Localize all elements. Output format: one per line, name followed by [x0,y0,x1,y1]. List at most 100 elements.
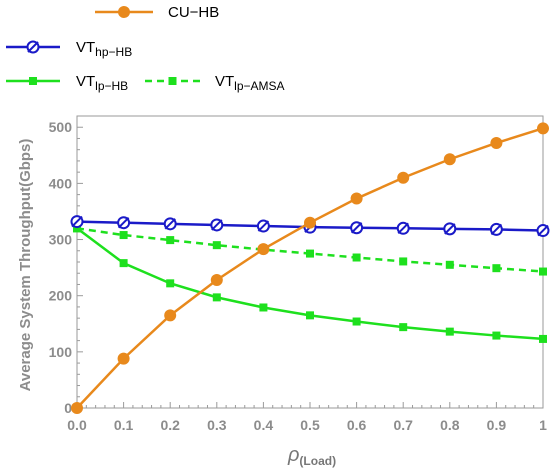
data-point [71,402,83,414]
x-axis-title-symbol: ρ [287,444,299,466]
data-point-slash [397,222,409,235]
data-point-slash [211,219,223,231]
legend-entry: CU−HB [95,4,219,21]
data-point [539,267,547,276]
legend-swatch-marker-slash [27,41,39,53]
data-point [492,331,501,340]
y-tick-label: 400 [49,175,73,191]
x-tick-label: 1 [539,417,547,433]
legend-label-main: VT [76,39,95,56]
data-point [306,311,314,320]
data-point-slash [164,218,176,230]
data-point [397,171,410,184]
legend-label: VThp−HB [76,39,132,59]
legend-label: CU−HB [168,4,219,21]
legend-swatch-marker [29,77,37,85]
legend-label-sub: hp−HB [95,45,132,59]
x-tick-label: 0.5 [300,417,320,433]
data-point [259,303,268,312]
data-point [117,216,131,230]
data-point-slash [350,222,363,234]
y-tick-label: 100 [49,344,73,360]
data-point [210,218,224,232]
data-point [163,217,177,231]
data-point [539,334,547,343]
data-point [443,222,457,236]
data-point [536,224,550,238]
data-point [396,221,410,235]
data-point [256,219,270,233]
y-tick-label: 0 [64,400,72,416]
data-point [445,260,454,269]
x-tick-label: 0.7 [393,417,413,433]
legend-swatch-marker [26,40,40,54]
data-point [210,273,223,286]
data-point [306,249,314,258]
x-axis-ticks: 0.0 0.1 0.2 0.3 0.4 0.5 0.6 0.7 0.8 0.9 1 [67,402,547,433]
data-point [257,243,270,256]
data-point [119,259,128,268]
legend-label-sub: lp−AMSA [234,79,284,93]
data-point [304,216,316,229]
data-point [492,264,501,273]
data-point-slash [71,215,83,228]
legend-label-main: VT [76,73,95,90]
data-point-slash [490,223,503,236]
legend-label-main: CU−HB [168,4,219,21]
data-point [166,236,175,245]
data-point-slash [117,216,130,229]
data-point [164,309,177,322]
series-3 [73,224,547,276]
legend-label: VTlp−HB [76,73,128,93]
legend-entry: VTlp−HB [6,73,128,93]
legend-entry: VTlp−AMSA [145,73,285,93]
y-axis-title: Average System Throughput(Gbps) [17,139,34,392]
data-point-slash [257,220,270,232]
data-point [443,153,456,166]
data-point [490,136,503,149]
legend-swatch-marker [168,77,177,85]
data-point [117,352,130,365]
series-line [76,127,544,409]
data-point-slash [537,224,549,237]
data-point [352,317,361,326]
x-tick-label: 0.4 [254,417,274,433]
plot-frame [76,115,544,409]
x-tick-label: 0.0 [67,417,87,433]
y-tick-label: 500 [49,119,73,135]
y-tick-label: 200 [49,288,73,304]
data-point [350,221,364,235]
data-point [350,192,363,205]
legend-entry: VThp−HB [6,39,132,59]
y-axis-ticks: 0 100 200 300 400 500 [49,115,83,416]
data-point [399,257,408,266]
legend-label-main: VT [215,73,234,90]
y-tick-label: 300 [49,232,73,248]
data-point [73,224,81,233]
legend-swatch-marker [118,6,130,18]
data-point [399,323,408,332]
x-axis-title: ρ(Load) [287,444,336,468]
series-2 [73,224,547,343]
data-point [352,253,361,262]
x-tick-label: 0.9 [487,417,507,433]
data-point [166,279,175,288]
data-point [489,222,503,236]
x-tick-label: 0.8 [440,417,460,433]
legend-label-sub: lp−HB [95,79,128,93]
data-point-slash [444,223,456,235]
data-point [212,241,221,250]
data-point [119,231,128,240]
data-point [212,293,221,302]
x-axis-title-sub: (Load) [299,454,336,468]
x-tick-label: 0.3 [207,417,227,433]
x-tick-label: 0.1 [114,417,134,433]
series-0 [71,122,549,414]
data-point [537,122,549,135]
series-layer [70,122,550,414]
data-point [445,327,454,336]
x-tick-label: 0.2 [160,417,180,433]
x-tick-label: 0.6 [347,417,367,433]
